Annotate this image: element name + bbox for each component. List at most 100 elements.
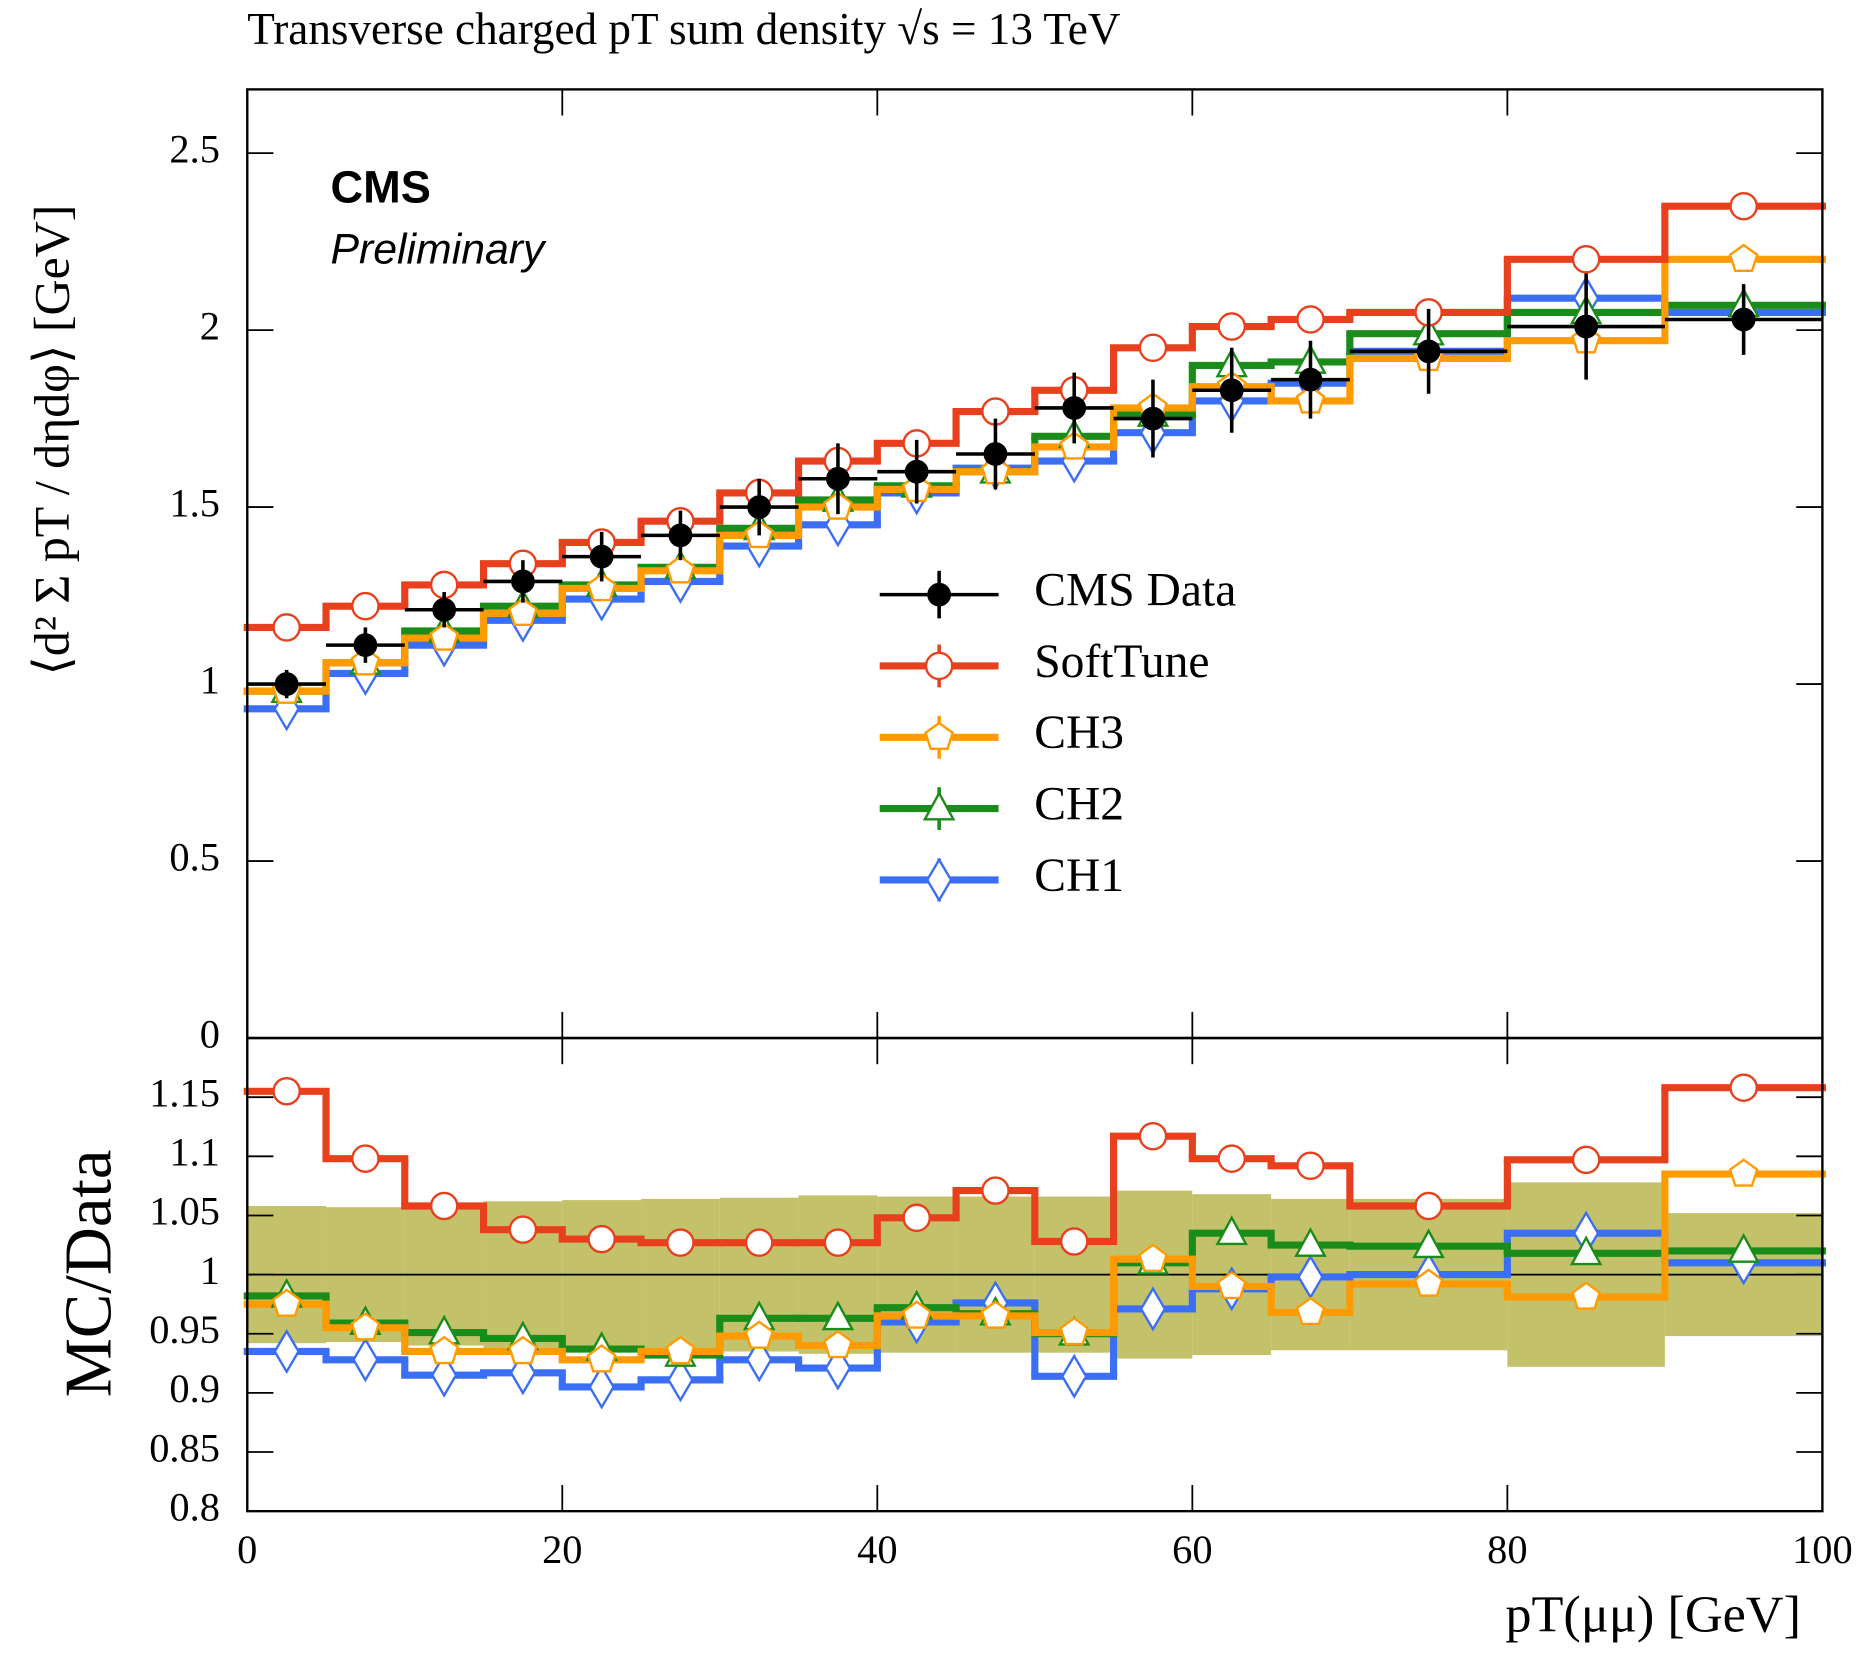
marker bbox=[1727, 1233, 1760, 1263]
y-tick-label: 0.8 bbox=[169, 1484, 220, 1529]
marker bbox=[1416, 339, 1441, 364]
x-tick-label: 0 bbox=[237, 1527, 257, 1572]
x-tick-label: 40 bbox=[857, 1527, 897, 1572]
y-tick-label: 1.15 bbox=[149, 1070, 220, 1115]
marker bbox=[823, 1228, 853, 1257]
marker bbox=[901, 1300, 932, 1329]
marker bbox=[507, 597, 538, 626]
marker bbox=[1414, 1191, 1443, 1221]
y-tick-label: 0.9 bbox=[169, 1366, 220, 1411]
y-tick-label: 1.1 bbox=[169, 1130, 220, 1175]
chart-title: Transverse charged pT sum density √s = 1… bbox=[247, 4, 1121, 54]
marker bbox=[826, 466, 850, 491]
marker bbox=[1139, 1286, 1167, 1332]
y-tick-label: 2 bbox=[200, 303, 220, 348]
marker bbox=[272, 1076, 301, 1106]
marker bbox=[1298, 367, 1323, 392]
marker bbox=[430, 1352, 458, 1398]
legend-marker bbox=[922, 790, 956, 821]
y-tick-label: 1.05 bbox=[149, 1189, 220, 1234]
preliminary-label: Preliminary bbox=[330, 226, 547, 274]
marker bbox=[1571, 245, 1601, 274]
marker bbox=[432, 597, 457, 622]
marker bbox=[744, 1320, 775, 1349]
y-tick-label: 0.85 bbox=[149, 1425, 220, 1470]
marker bbox=[1295, 1296, 1326, 1326]
marker bbox=[1059, 431, 1090, 460]
marker bbox=[511, 569, 535, 594]
marker bbox=[429, 1335, 460, 1365]
marker bbox=[429, 622, 460, 651]
legend-marker bbox=[927, 582, 952, 607]
marker bbox=[1569, 1235, 1603, 1266]
x-tick-label: 80 bbox=[1487, 1527, 1527, 1572]
y-tick-label: 1 bbox=[200, 1248, 220, 1293]
marker bbox=[271, 1288, 302, 1317]
marker bbox=[1412, 1228, 1445, 1259]
y-tick-label: 0 bbox=[200, 1011, 220, 1056]
marker bbox=[507, 1335, 538, 1365]
marker bbox=[744, 1228, 774, 1257]
marker bbox=[665, 555, 696, 584]
marker bbox=[668, 523, 693, 548]
marker bbox=[351, 591, 380, 621]
marker bbox=[747, 495, 772, 519]
marker bbox=[1062, 396, 1087, 420]
marker bbox=[1728, 243, 1759, 273]
marker bbox=[665, 1335, 696, 1365]
marker bbox=[1413, 1268, 1444, 1297]
marker bbox=[666, 1228, 695, 1257]
marker bbox=[352, 1337, 379, 1383]
marker bbox=[1217, 1144, 1246, 1173]
marker bbox=[274, 672, 299, 696]
marker bbox=[1219, 378, 1244, 403]
marker bbox=[1215, 1215, 1248, 1246]
marker bbox=[1294, 1227, 1327, 1257]
marker bbox=[904, 459, 929, 484]
legend-marker bbox=[924, 651, 954, 681]
legend-label: CH1 bbox=[1034, 850, 1124, 902]
marker bbox=[351, 1144, 380, 1173]
marker bbox=[273, 1328, 300, 1375]
x-axis-label: pT(μμ) [GeV] bbox=[1505, 1585, 1801, 1643]
marker bbox=[1217, 312, 1246, 341]
marker bbox=[587, 1224, 616, 1254]
marker bbox=[586, 1344, 617, 1373]
ratio-axis-label: MC/Data bbox=[52, 1150, 125, 1398]
marker bbox=[1137, 1243, 1168, 1272]
marker bbox=[429, 1191, 459, 1221]
marker bbox=[1216, 1270, 1247, 1300]
marker bbox=[1296, 1151, 1325, 1181]
marker bbox=[981, 1176, 1010, 1205]
marker bbox=[1729, 1073, 1758, 1102]
marker bbox=[508, 1215, 538, 1244]
y-tick-label: 2.5 bbox=[169, 126, 220, 171]
x-tick-label: 20 bbox=[542, 1527, 582, 1572]
legend-label: CH2 bbox=[1034, 779, 1124, 831]
marker bbox=[902, 1203, 931, 1233]
plot-frame bbox=[246, 1036, 1824, 1513]
marker bbox=[1060, 1353, 1088, 1399]
marker bbox=[1571, 1281, 1602, 1310]
marker bbox=[667, 1357, 694, 1403]
marker bbox=[1574, 314, 1599, 339]
legend-label: CH3 bbox=[1034, 707, 1124, 759]
x-tick-label: 100 bbox=[1792, 1527, 1853, 1572]
marker bbox=[980, 1300, 1011, 1329]
marker bbox=[350, 1312, 381, 1341]
marker bbox=[1138, 333, 1168, 363]
x-tick-label: 60 bbox=[1172, 1527, 1212, 1572]
legend-label: SoftTune bbox=[1034, 636, 1209, 688]
legend-marker bbox=[924, 721, 955, 751]
marker bbox=[1138, 1121, 1168, 1151]
marker bbox=[821, 1300, 855, 1331]
marker bbox=[745, 1337, 773, 1383]
marker bbox=[983, 442, 1008, 466]
y-tick-label: 1 bbox=[200, 657, 220, 702]
y-tick-label: 0.95 bbox=[149, 1307, 220, 1352]
marker bbox=[1571, 1145, 1601, 1175]
cms-label: CMS bbox=[330, 161, 430, 212]
marker bbox=[589, 544, 614, 569]
y-tick-label: 1.5 bbox=[169, 480, 220, 525]
